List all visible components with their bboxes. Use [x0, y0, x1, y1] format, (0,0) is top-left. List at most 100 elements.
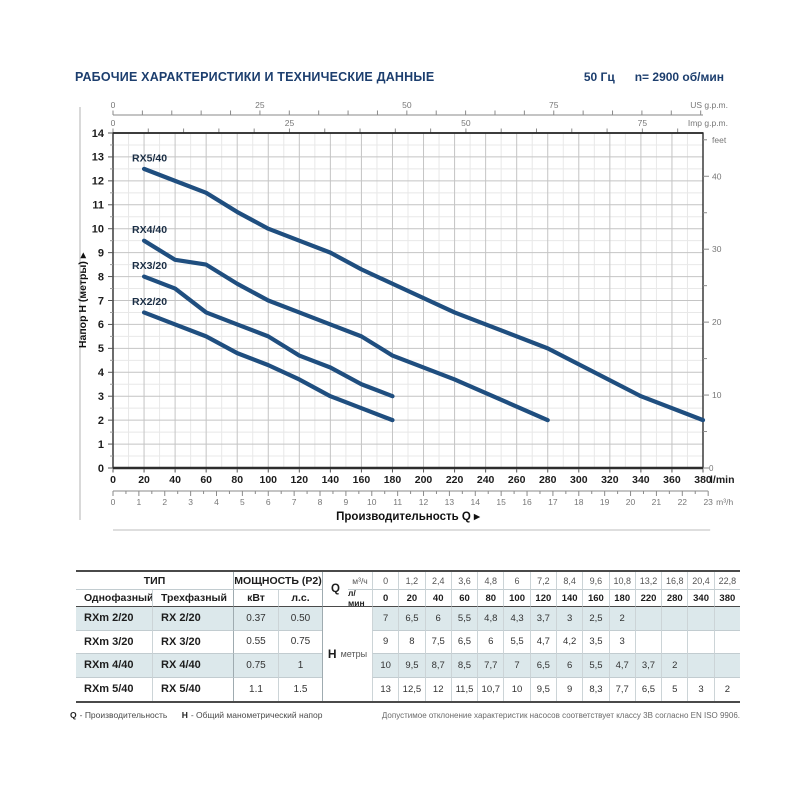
- y-axis-tick-label: 13: [92, 152, 104, 164]
- head-value: [713, 607, 740, 631]
- table-header-q-symbol: Q: [322, 572, 348, 607]
- m3h-unit-label: m³/h: [716, 497, 733, 507]
- pump-curve-rx2-20: [141, 310, 395, 423]
- head-value: [687, 630, 714, 654]
- legend-h-symbol: H: [181, 710, 188, 720]
- head-value: 6,5: [398, 607, 425, 631]
- q-m3h-value: 20,4: [687, 572, 714, 590]
- y-axis-tick-label: 8: [98, 271, 104, 283]
- head-value: 11,5: [450, 677, 477, 701]
- lmin-tick-label: 60: [200, 474, 212, 486]
- head-value: 6,5: [529, 654, 556, 678]
- q-lmin-value: 220: [634, 590, 662, 607]
- table-header-single-phase: Однофазный: [76, 590, 153, 607]
- h-unit: метры: [340, 649, 368, 659]
- us-gpm-tick-label: 50: [402, 100, 412, 110]
- us-gpm-unit-label: US g.p.m.: [690, 100, 728, 110]
- head-value: 5: [661, 677, 687, 701]
- lmin-tick-label: 160: [353, 474, 371, 486]
- power-hp-value: 0.75: [278, 630, 322, 654]
- head-value: 9,5: [398, 654, 425, 678]
- q-m3h-value: 2,4: [424, 572, 451, 590]
- q-lmin-value: 140: [556, 590, 583, 607]
- speed-info: 50 Гц n= 2900 об/мин: [584, 70, 724, 84]
- m3h-tick-label: 10: [367, 497, 377, 507]
- imp-gpm-tick-label: 0: [111, 118, 116, 128]
- lmin-tick-label: 40: [169, 474, 181, 486]
- lmin-tick-label: 280: [539, 474, 557, 486]
- lmin-tick-label: 120: [291, 474, 309, 486]
- q-m3h-value: 9,6: [582, 572, 609, 590]
- frequency-label: 50 Гц: [583, 70, 615, 84]
- head-value: 7,7: [608, 677, 635, 701]
- y-axis-title: Напор H (метры) ▸: [77, 252, 89, 348]
- q-m3h-value: 7,2: [529, 572, 556, 590]
- y-axis-tick-label: 11: [92, 200, 104, 212]
- power-hp-value: 1: [278, 654, 322, 678]
- head-value: 10,7: [477, 677, 503, 701]
- q-lmin-value: 40: [424, 590, 451, 607]
- head-value: 2: [713, 677, 740, 701]
- pump-model-single-phase: RXm 5/40: [84, 683, 134, 696]
- m3h-tick-label: 18: [574, 497, 584, 507]
- head-value: 7: [503, 654, 530, 678]
- head-value: [661, 630, 688, 654]
- imp-gpm-tick-label: 50: [461, 118, 471, 128]
- page-header: РАБОЧИЕ ХАРАКТЕРИСТИКИ И ТЕХНИЧЕСКИЕ ДАН…: [75, 70, 724, 84]
- m3h-tick-label: 6: [266, 497, 271, 507]
- head-value: [634, 607, 662, 631]
- head-value: 4,8: [477, 607, 504, 631]
- lmin-tick-label: 140: [322, 474, 340, 486]
- table-header-power-group: МОЩНОСТЬ (P2): [233, 572, 322, 590]
- lmin-tick-label: 20: [138, 474, 150, 486]
- head-value: 4,3: [503, 607, 530, 631]
- pump-model-three-phase: RX 3/20: [152, 630, 233, 654]
- q-lmin-value: 160: [582, 590, 609, 607]
- m3h-tick-label: 23: [703, 497, 713, 507]
- head-value: 13: [372, 677, 398, 701]
- m3h-tick-label: 8: [318, 497, 323, 507]
- head-value: 8: [398, 630, 425, 654]
- table-header-hp: л.с.: [278, 590, 322, 607]
- head-value: 2: [661, 654, 688, 678]
- head-value: [713, 654, 740, 678]
- table-header-lmin-unit: л/мин: [348, 588, 372, 608]
- x-axis-title: Производительность Q ▸: [336, 511, 481, 523]
- lmin-tick-label: 260: [508, 474, 526, 486]
- head-value: [687, 654, 714, 678]
- power-kw-value: 1.1: [233, 677, 278, 701]
- feet-tick-label: 10: [712, 390, 722, 400]
- curve-label-rx4-40: RX4/40: [132, 224, 167, 236]
- page-title: РАБОЧИЕ ХАРАКТЕРИСТИКИ И ТЕХНИЧЕСКИЕ ДАН…: [75, 70, 435, 84]
- lmin-tick-label: 200: [415, 474, 433, 486]
- curve-label-rx3-20: RX3/20: [132, 260, 167, 272]
- head-value: 5,5: [450, 607, 478, 631]
- pump-model-three-phase: RX 4/40: [152, 654, 233, 678]
- head-value: 7: [372, 607, 399, 631]
- m3h-tick-label: 16: [522, 497, 532, 507]
- power-hp-value: 0.50: [278, 607, 322, 631]
- head-value: 6: [556, 654, 583, 678]
- y-axis-tick-label: 3: [98, 391, 104, 403]
- head-value: 12: [424, 677, 451, 701]
- m3h-tick-label: 9: [344, 497, 349, 507]
- head-value: 3,7: [634, 654, 662, 678]
- legend-q-text: - Производительность: [79, 710, 168, 720]
- m3h-tick-label: 17: [548, 497, 558, 507]
- head-value: 7,7: [477, 654, 504, 678]
- feet-zero-label: 0: [709, 464, 714, 473]
- pump-model-three-phase: RX 5/40: [152, 677, 233, 701]
- head-value: 3,5: [582, 630, 609, 654]
- pump-model-single-phase: RXm 2/20: [76, 607, 152, 631]
- pump-model-three-phase: RX 2/20: [152, 607, 233, 631]
- power-kw-value: 0.37: [233, 607, 278, 631]
- m3h-tick-label: 2: [162, 497, 167, 507]
- us-gpm-tick-label: 25: [255, 100, 265, 110]
- lmin-tick-label: 80: [231, 474, 243, 486]
- feet-tick-label: 20: [712, 317, 722, 327]
- q-m3h-value: 8,4: [556, 572, 583, 590]
- m3h-tick-label: 20: [626, 497, 636, 507]
- head-value: 5,5: [582, 654, 609, 678]
- y-axis-tick-label: 12: [92, 176, 104, 188]
- lmin-tick-label: 360: [663, 474, 681, 486]
